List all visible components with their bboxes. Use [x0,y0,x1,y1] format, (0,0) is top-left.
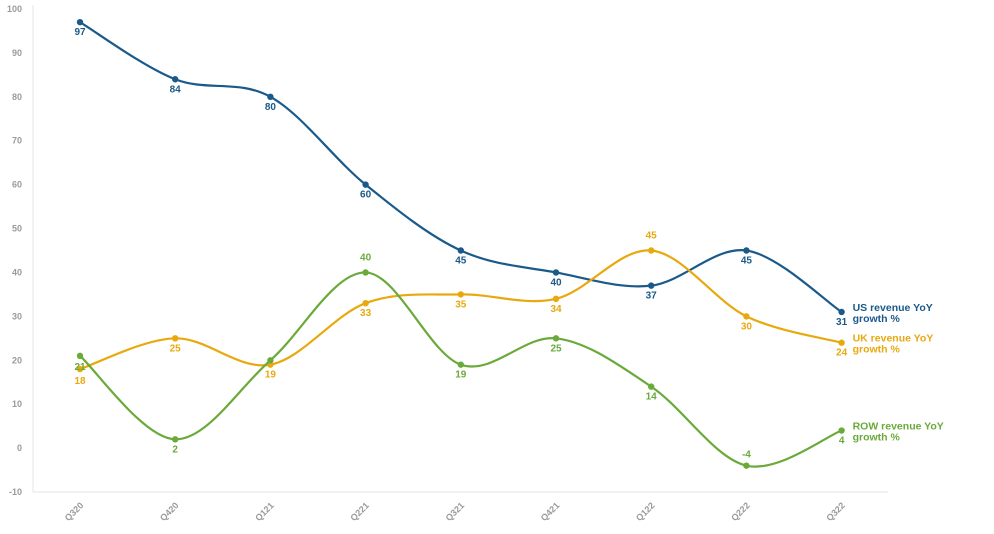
data-point[interactable] [743,462,750,469]
y-tick-label: 30 [12,311,22,321]
data-point[interactable] [76,352,84,360]
x-tick-label: Q321 [444,500,467,523]
data-label: 45 [741,256,753,267]
data-point[interactable] [362,181,369,188]
data-point[interactable] [552,269,560,276]
data-label: 33 [360,308,372,319]
data-label: 40 [360,252,372,263]
x-tick-label: Q421 [539,500,562,523]
data-label: 24 [836,348,848,359]
data-point[interactable] [552,295,560,302]
legend-entry: growth % [853,432,901,444]
series-line [79,21,843,313]
data-point[interactable] [172,436,179,443]
x-tick-label: Q222 [729,500,752,523]
legend-entry: growth % [853,313,901,325]
x-tick-label: Q420 [158,500,181,523]
data-label: 34 [550,304,562,315]
data-label: 21 [74,362,86,373]
data-label: 30 [741,321,753,332]
data-label: 25 [550,343,562,354]
x-tick-label: Q121 [253,500,276,523]
data-point[interactable] [648,247,655,254]
data-label: 19 [265,370,277,381]
y-tick-label: 0 [17,443,22,453]
data-label: 4 [839,436,845,447]
data-point[interactable] [838,339,845,346]
data-point[interactable] [457,361,464,368]
legend-entry: UK revenue YoY [853,333,934,345]
data-label: 45 [646,231,658,242]
data-label: 18 [74,376,86,387]
y-tick-label: 20 [12,355,22,365]
data-point[interactable] [362,299,369,307]
y-tick-label: 10 [12,399,22,409]
y-tick-label: 70 [12,136,22,146]
legend-entry: US revenue YoY [853,302,933,314]
legend-entry: ROW revenue YoY [853,421,944,433]
data-point[interactable] [457,247,464,254]
data-point[interactable] [743,247,750,254]
data-point[interactable] [743,313,750,320]
y-tick-label: 50 [12,224,22,234]
y-tick-label: 40 [12,267,22,277]
data-label: 31 [836,317,848,328]
x-tick-label: Q320 [63,500,86,523]
x-axis: Q320 Q420 Q121 Q221 Q321 Q421 Q122 Q222 Q322 [33,491,888,523]
x-tick-label: Q221 [348,500,371,523]
data-point[interactable] [172,335,179,342]
y-tick-label: 90 [12,48,22,58]
data-point[interactable] [838,427,845,434]
y-tick-label: -10 [9,487,22,497]
y-tick-label: 100 [7,4,22,14]
series-line [79,271,843,468]
data-point[interactable] [76,18,84,26]
legend-entry: growth % [853,344,901,356]
data-point[interactable] [76,365,84,373]
data-point[interactable] [267,357,274,364]
data-point[interactable] [172,76,179,83]
data-point[interactable] [648,383,655,390]
data-point[interactable] [457,291,464,298]
data-label: 80 [265,102,277,113]
x-tick-label: Q322 [824,500,847,523]
data-point[interactable] [552,335,560,342]
data-label: 2 [172,444,178,455]
data-label: 45 [455,256,467,267]
data-label: 25 [170,343,182,354]
data-label: 35 [455,299,467,310]
data-label: 84 [170,84,182,95]
data-point[interactable] [648,282,655,289]
y-tick-label: 60 [12,180,22,190]
y-tick-label: 80 [12,92,22,102]
series-1: 18 25 19 33 35 34 45 30 24 [74,231,847,388]
data-label: 14 [646,392,658,403]
x-tick-label: Q122 [634,500,657,523]
series-2: 21 2 40 19 25 14 -4 4 [74,252,845,469]
data-label: 37 [646,291,658,302]
data-point[interactable] [838,308,845,316]
data-label: 19 [455,370,467,381]
y-axis: -10 0 10 20 30 40 50 60 70 80 90 100 [7,4,34,497]
data-label: 60 [360,190,372,201]
data-point[interactable] [267,93,274,101]
data-point[interactable] [362,269,369,276]
data-label: 97 [74,27,86,38]
data-label: 40 [550,277,562,288]
data-label: -4 [742,450,751,461]
series-0: 97 84 80 60 45 40 37 45 31 [74,18,848,328]
